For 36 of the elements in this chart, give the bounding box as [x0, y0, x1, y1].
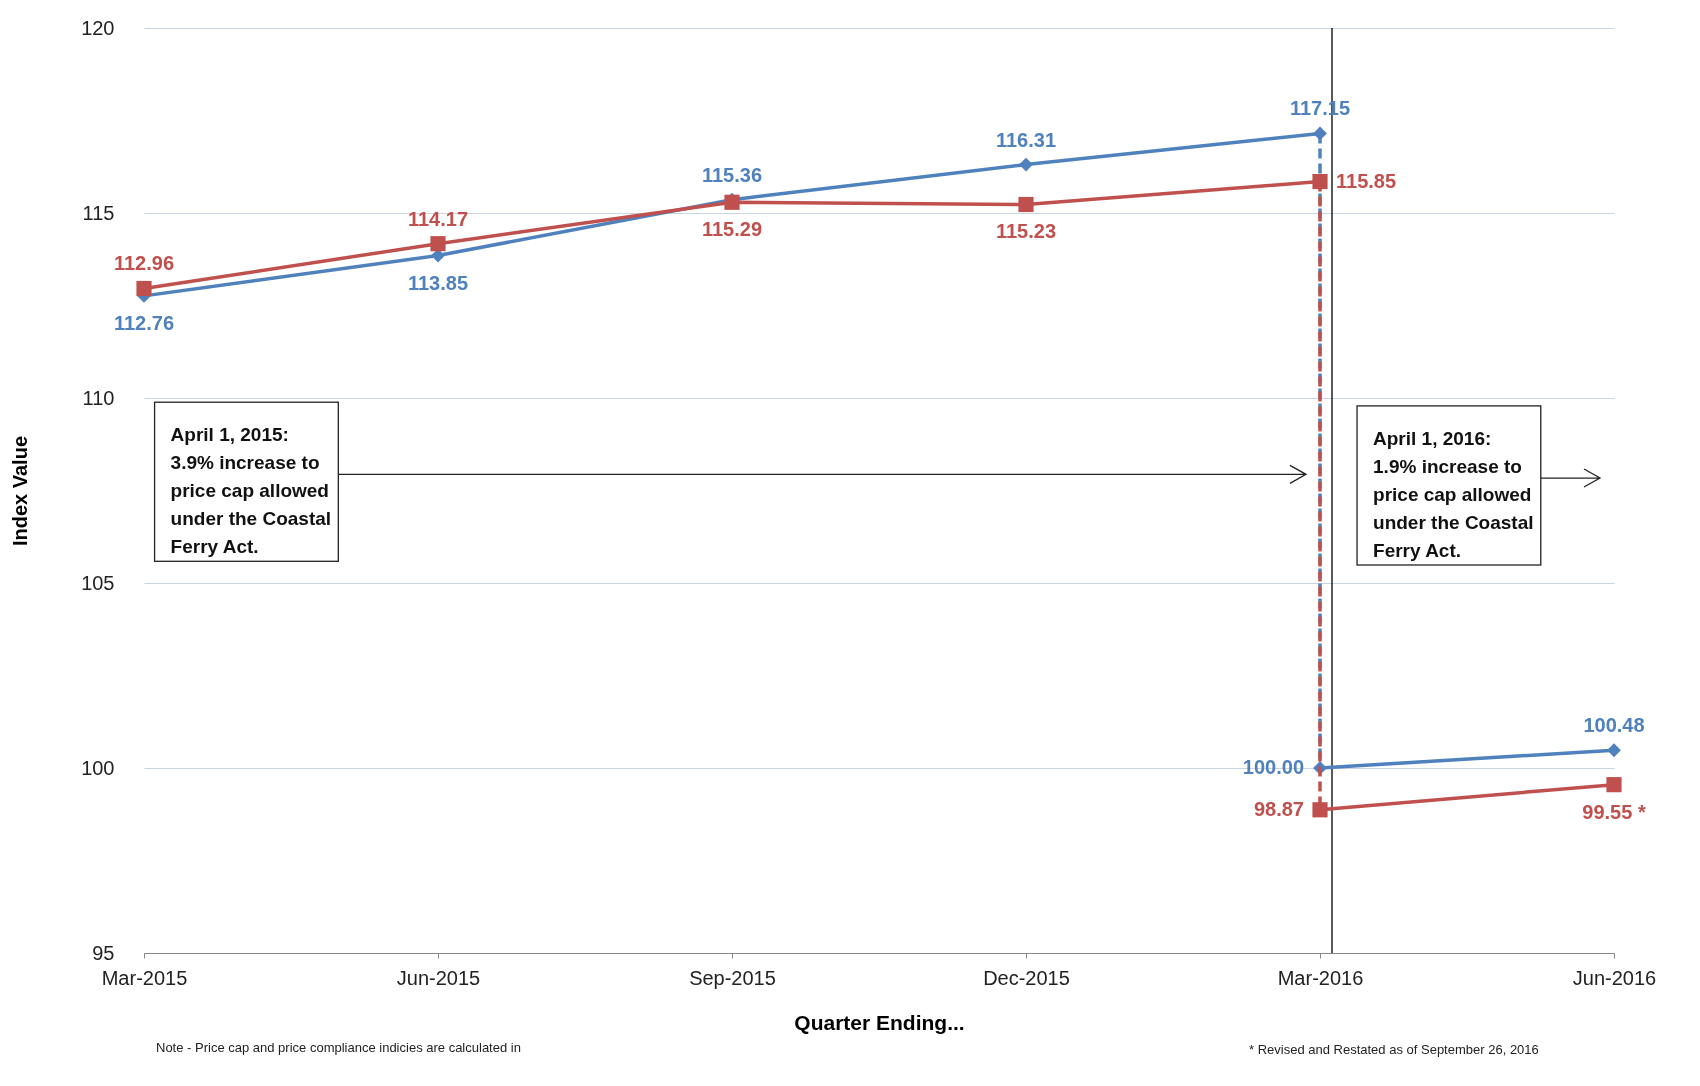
- point: [136, 280, 152, 297]
- data-label: 114.17: [407, 207, 469, 230]
- x-tick-label: Dec-2015: [983, 966, 1070, 989]
- x-tick-label: Jun-2015: [396, 966, 481, 989]
- x-tick-label: Mar-2016: [1277, 966, 1364, 989]
- annotation: April 1, 2016: 1.9% increase to price cap allowed under the Coastal Ferry Act.: [1373, 427, 1534, 561]
- data-label: 115.36: [701, 163, 763, 186]
- point: [1018, 196, 1034, 213]
- data-label: 116.31: [995, 128, 1057, 151]
- point: [1019, 157, 1033, 172]
- point: [430, 236, 446, 252]
- point: [1312, 173, 1328, 190]
- y-tick-label: 115: [82, 201, 115, 224]
- x-axis-title: Quarter Ending...: [794, 1010, 965, 1034]
- y-tick-label: 105: [81, 571, 115, 594]
- y-tick-label: 120: [81, 16, 115, 39]
- data-label: 115.85: [1336, 169, 1397, 192]
- data-label: 100.48: [1583, 714, 1645, 737]
- y-tick-label: 110: [82, 386, 115, 409]
- y-axis-title: Index Value: [9, 435, 32, 547]
- text: * Revised and Restated as of September 26, 2016: [1249, 1042, 1539, 1057]
- data-label: 112.96: [113, 252, 175, 275]
- data-label: 98.87: [1253, 797, 1304, 820]
- x-tick-label: Jun-2016: [1572, 966, 1657, 989]
- x-tick-label: Mar-2015: [101, 966, 188, 989]
- data-label: 115.29: [701, 218, 763, 241]
- data-label: 115.23: [995, 220, 1057, 243]
- y-tick-label: 100: [81, 756, 115, 779]
- x-tick-label: Sep-2015: [689, 966, 776, 989]
- text: Note - Price cap and price compliance indicies are calculated in: [156, 1040, 521, 1055]
- data-label: 99.55 *: [1582, 800, 1646, 823]
- y-tick-label: 95: [92, 941, 115, 964]
- annotation: April 1, 2015: 3.9% increase to price cap allowed under the Coastal Ferry Act.: [170, 424, 332, 558]
- data-label: 112.76: [113, 311, 175, 334]
- data-label: 113.85: [407, 271, 469, 294]
- data-label: 100.00: [1242, 756, 1304, 778]
